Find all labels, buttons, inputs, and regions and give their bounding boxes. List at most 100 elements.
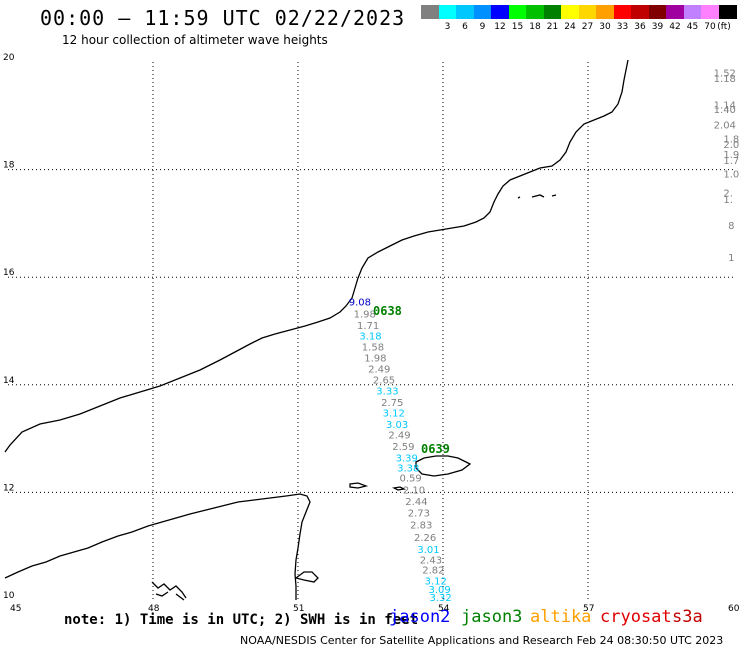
lat-tick-label: 16 [3,268,15,278]
legend-swatch [561,5,579,19]
swh-label-edge: 1. [723,195,733,206]
swh-label: 3.18 [359,332,381,343]
lon-tick-label: 48 [148,604,160,614]
swh-label: 9.08 [349,298,371,309]
swh-label-edge: 1 [728,253,734,264]
swh-label: 3.32 [429,593,451,604]
legend-label: 21 [546,22,559,32]
map-subtitle: 12 hour collection of altimeter wave hei… [62,33,328,47]
legend-swatch [683,5,702,19]
legend-label: 27 [581,22,594,32]
legend-swatch [701,5,719,19]
swh-label: 3.01 [417,545,439,556]
swh-label-edge: 1.18 [714,74,736,85]
legend-label: 24 [564,22,576,32]
legend-label: 18 [529,22,541,32]
swh-label: 2.65 [373,376,395,387]
swh-label: 3.03 [386,420,408,431]
swh-label: 2.49 [388,431,410,442]
coastal-islets [151,581,187,601]
legend-label: 70 [704,22,716,32]
legend-swatch [648,5,667,19]
legend-swatch [508,5,527,19]
somali-coastline [4,493,311,600]
legend-label: 36 [634,22,646,32]
socotra-island [415,455,472,477]
swh-label-edge: 8 [728,221,734,232]
swh-label: 2.73 [408,509,430,520]
samhah-island [391,486,407,491]
ras-hafun-peninsula [294,571,319,583]
swh-label: 1.98 [354,310,376,321]
lat-tick-label: 18 [3,161,15,171]
satellite-name: s3a [672,607,703,627]
lon-tick-label: 51 [293,604,304,614]
lat-tick-label: 10 [3,591,15,601]
swh-label: 1.58 [362,342,384,353]
abd-al-kuri-island [349,482,369,489]
satellite-name: jason2 [389,607,451,627]
swh-label: 2.43 [420,555,442,566]
footer-credit: NOAA/NESDIS Center for Satellite Applica… [240,634,724,647]
pass-time-label: 0639 [421,442,450,456]
swh-label: 3.09 [429,585,451,596]
swh-label: 2.44 [405,497,427,508]
swh-label-edge: 1.7 [723,156,739,167]
legend-label: 15 [511,22,524,32]
legend-swatch [421,5,439,19]
units-note: note: 1) Time is in UTC; 2) SWH is in fe… [64,612,419,628]
legend-swatch [456,5,474,19]
swh-label-edge: 1.52 [714,69,736,80]
map-title: 00:00 – 11:59 UTC 02/22/2023 [40,6,406,30]
legend-label: 42 [669,22,681,32]
pass-time-label: 0638 [373,304,402,318]
legend-label: 3 [444,22,451,32]
lon-tick-label: 54 [438,604,450,614]
swh-label: 2.26 [414,533,436,544]
legend-label: 12 [494,22,506,32]
legend-swatch [526,5,544,19]
satellite-name: cryosat [600,607,672,627]
swh-label-edge: 1.0 [723,170,739,181]
lon-tick-label: 45 [10,604,21,614]
altimeter-track: 9.081.981.713.181.581.982.492.653.332.75… [349,298,452,604]
swh-label-edge: 1.40 [714,105,736,116]
legend-label: 39 [651,22,664,32]
swh-label: 2.59 [392,442,414,453]
swh-label: 2.83 [410,520,432,531]
swh-label: 3.39 [396,454,418,465]
legend-swatch [666,5,684,19]
swh-label: 0.59 [400,474,422,485]
swh-label-edge: 1.8 [723,135,739,146]
legend-swatch [491,5,509,19]
legend-label: 6 [462,22,468,32]
legend-swatch [631,5,649,19]
kuria-muria-islands [517,194,557,199]
swh-label-edge: 1.14 [714,100,736,111]
edge-track-labels: 1.521.181.141.402.041.82.01.91.71.02.1.8… [714,69,740,265]
legend-swatch [473,5,492,19]
lat-tick-label: 20 [3,53,15,63]
swh-label: 3.12 [383,409,405,420]
legend-swatch [718,5,737,19]
swh-label-edge: 2. [723,189,733,200]
lon-tick-label: 57 [583,604,594,614]
satellite-name: jason3 [461,607,523,627]
swh-label: 2.82 [422,566,444,577]
legend-label: 9 [479,22,486,32]
swh-label: 2.49 [368,364,390,375]
swh-label: 3.33 [376,386,398,397]
legend-label: 33 [616,22,629,32]
legend-label: 30 [599,22,611,32]
coastline [4,59,629,601]
lat-tick-label: 14 [3,376,15,386]
swh-label: 2.75 [381,398,403,409]
lat-lon-grid [8,62,733,600]
swh-label: 1.98 [364,354,386,365]
legend-swatch [596,5,614,19]
swh-label: 3.38 [397,463,419,474]
legend-label: 45 [686,22,699,32]
swh-label: 1.71 [357,321,379,332]
